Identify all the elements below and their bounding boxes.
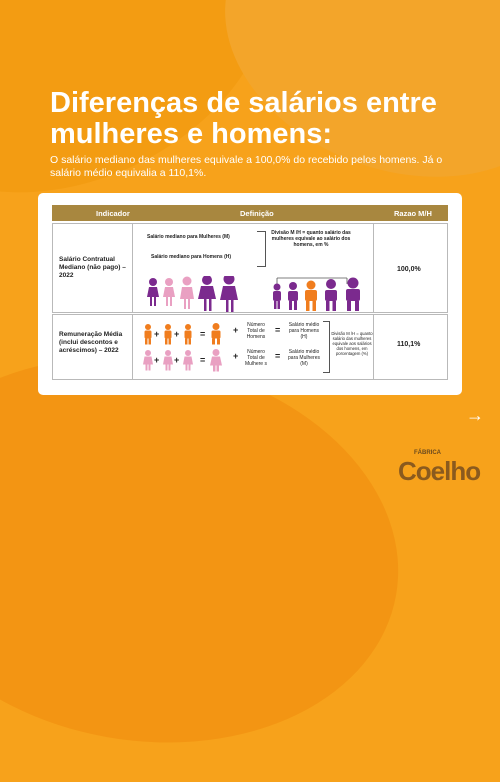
woman-icon — [180, 276, 194, 309]
header-indicator: Indicador — [96, 209, 130, 218]
woman-icon — [210, 349, 222, 372]
division-note: Divisão M /H = quanto salário das mulher… — [271, 230, 351, 248]
bracket — [257, 231, 266, 267]
next-arrow-icon[interactable]: → — [466, 405, 484, 425]
man-icon — [211, 323, 221, 345]
table-row: Remuneração Média (inclui descontos e ac… — [52, 314, 448, 380]
page-title: Diferenças de salários entre mulheres e … — [50, 87, 437, 150]
avg-women-label: Salário médio para Mulheres (M) — [288, 349, 320, 367]
woman-icon — [163, 278, 175, 306]
avg-men-label: Salário médio para Homens (H) — [288, 322, 320, 340]
indicator-label: Salário Contratual Mediano (não pago) – … — [59, 256, 126, 279]
woman-icon — [143, 350, 153, 371]
man-icon — [346, 277, 360, 311]
svg-text:+: + — [154, 329, 159, 339]
divider — [132, 315, 133, 379]
total-women-label: Número Total de Mulhere s — [245, 349, 267, 367]
total-men-label: Número Total de Homens — [246, 322, 266, 340]
divider — [373, 224, 374, 312]
brand-logo: Coelho — [398, 456, 481, 486]
men-sum-illustration: + + = — [144, 323, 221, 345]
svg-text:+: + — [174, 329, 179, 339]
divider — [373, 315, 374, 379]
brand-tagline: FÁBRICA — [414, 450, 441, 456]
man-icon — [273, 283, 281, 309]
woman-icon — [163, 350, 173, 371]
table-header: Indicador Definição Razao M/H — [52, 205, 448, 221]
men-median-label: Salário mediano para Homens (H) — [151, 254, 232, 260]
man-icon — [184, 324, 192, 345]
woman-icon — [198, 276, 216, 311]
table-row: Salário Contratual Mediano (não pago) – … — [52, 223, 448, 313]
bracket — [323, 321, 330, 373]
man-icon — [305, 280, 317, 311]
svg-text:+: + — [154, 355, 159, 365]
ratio-value: 100,0% — [397, 266, 421, 273]
women-sum-illustration: + + = — [143, 349, 222, 372]
man-icon — [325, 279, 337, 311]
man-icon — [144, 324, 152, 345]
svg-text:+: + — [174, 355, 179, 365]
comparison-card: Indicador Definição Razao M/H Salário Co… — [38, 193, 462, 395]
svg-text:=: = — [200, 329, 205, 339]
division-note: Divisão M /H = quanto salário das mulher… — [331, 331, 373, 356]
women-median-label: Salário mediano para Mulheres (M) — [147, 234, 230, 240]
page-subtitle: O salário mediano das mulheres equivale … — [50, 154, 443, 179]
man-icon — [288, 282, 298, 310]
equals-sign: = — [275, 325, 281, 335]
ratio-value: 110,1% — [397, 341, 421, 348]
header-definition: Definição — [240, 209, 274, 218]
woman-icon — [183, 350, 193, 371]
people-illustration — [147, 276, 360, 312]
equals-sign: = — [275, 351, 281, 361]
svg-text:=: = — [200, 355, 205, 365]
header-ratio: Razao M/H — [394, 209, 432, 218]
plus-sign: + — [233, 351, 239, 361]
divider — [132, 224, 133, 312]
man-icon — [164, 324, 172, 345]
plus-sign: + — [233, 325, 239, 335]
woman-icon — [147, 278, 159, 306]
indicator-label: Remuneração Média (inclui descontos e ac… — [59, 331, 123, 354]
woman-icon — [220, 276, 238, 312]
